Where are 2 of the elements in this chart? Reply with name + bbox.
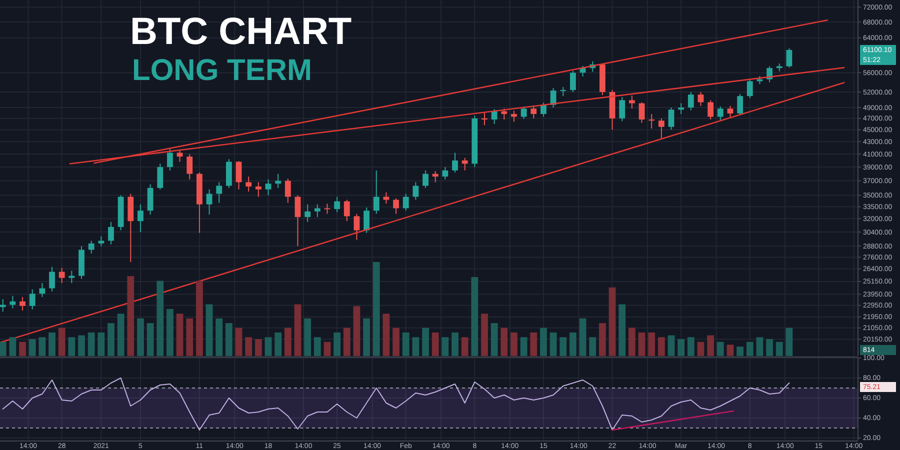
chart-title: BTC CHART — [130, 11, 352, 53]
text: LONG TERM — [132, 54, 312, 87]
